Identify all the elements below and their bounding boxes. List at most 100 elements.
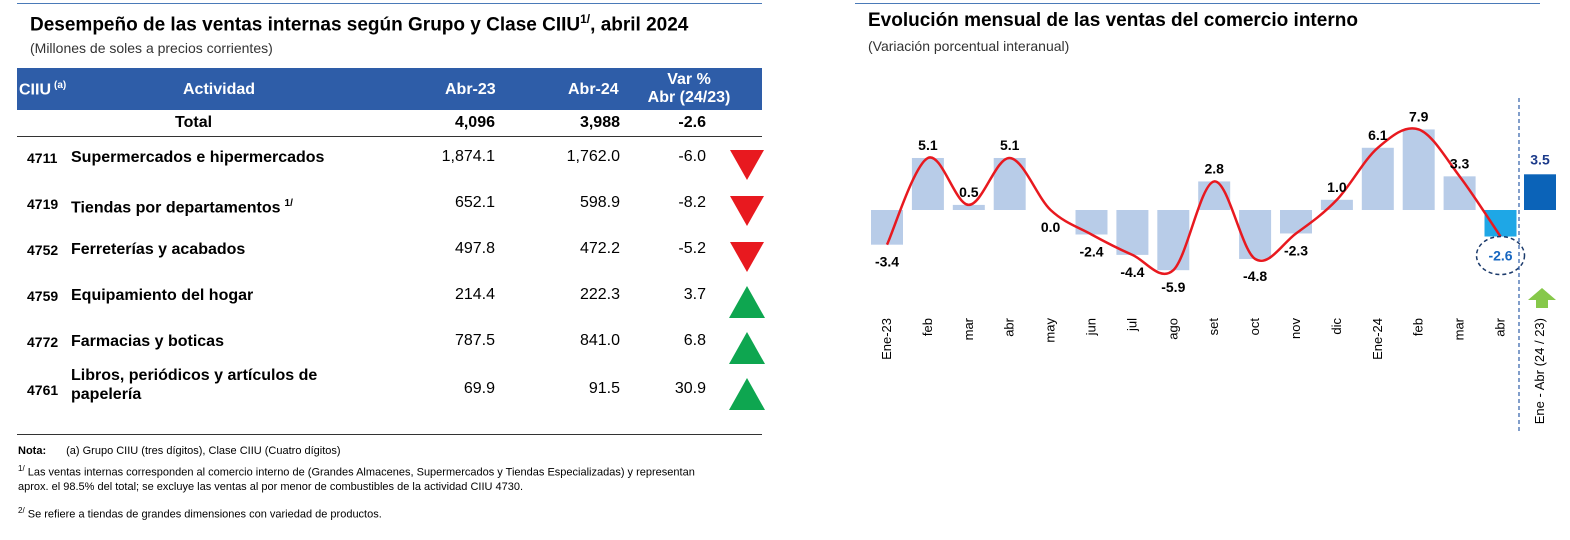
tick-label: oct	[1247, 318, 1262, 336]
bar	[1239, 210, 1272, 259]
chart-title: Evolución mensual de las ventas del come…	[868, 10, 1358, 31]
data-label: 1.0	[1327, 179, 1347, 195]
row-activity: Farmacias y boticas	[71, 333, 224, 350]
bar	[1157, 210, 1190, 271]
row-activity: Ferreterías y acabados	[71, 241, 246, 258]
tick-label: feb	[920, 318, 935, 336]
tick-label: dic	[1329, 318, 1344, 335]
data-label: -2.6	[1488, 248, 1512, 264]
row-activity: Equipamiento del hogar	[71, 287, 254, 304]
row-abr23: 652.1	[454, 194, 495, 211]
tick-label: nov	[1288, 318, 1303, 339]
tick-label: abr	[1002, 317, 1017, 336]
trend-line	[885, 127, 1502, 276]
row-activity: Tiendas por departamentos 1/	[71, 198, 293, 217]
bar	[1075, 210, 1108, 235]
row-var: 30.9	[674, 380, 706, 397]
tick-label: jun	[1084, 318, 1099, 336]
row-activity: Libros, periódicos y artículos de papeler…	[71, 367, 318, 403]
tick-label: feb	[1411, 318, 1426, 336]
row-var: 3.7	[683, 286, 706, 303]
row-abr24: 472.2	[579, 240, 620, 257]
row-abr24: 1,762.0	[566, 148, 620, 165]
table-title: Desempeño de las ventas internas según G…	[30, 12, 689, 36]
table-row: 4752 Ferreterías y acabados 497.8 472.2 -5.2	[17, 230, 764, 274]
row-var: -8.2	[678, 194, 706, 211]
table-row: 4761 Libros, periódicos y artículos de pap…	[17, 367, 765, 412]
tick-label: mar	[1452, 317, 1467, 340]
table-subtitle: (Millones de soles a precios corrientes)	[30, 40, 273, 56]
row-code: 4711	[27, 150, 58, 166]
row-abr24: 222.3	[579, 286, 620, 303]
data-label: 6.1	[1368, 127, 1388, 143]
row-code: 4752	[27, 242, 59, 258]
table-header: CIIU (a) Actividad Abr-23 Abr-24 Var % Ab…	[17, 68, 762, 110]
tick-label: mar	[961, 317, 976, 340]
highlight-circle	[1475, 235, 1526, 276]
cumulative-bar	[1524, 174, 1556, 210]
table-row: 4711 Supermercados e hipermercados 1,874.1…	[17, 138, 764, 182]
row-code: 4772	[27, 334, 59, 350]
row-abr23: 497.8	[454, 240, 495, 257]
total-abr24: 3,988	[579, 114, 620, 131]
tick-label: ago	[1165, 318, 1180, 340]
row-abr23: 1,874.1	[441, 148, 495, 165]
bar	[952, 204, 985, 210]
data-label: -4.8	[1243, 268, 1267, 284]
cumulative-tick-label: Ene - Abr (24 / 23)	[1532, 318, 1547, 424]
row-code: 4761	[27, 382, 59, 398]
tick-label: Ene-23	[879, 318, 894, 360]
down-triangle-icon	[730, 150, 764, 180]
table-row: 4772 Farmacias y boticas 787.5 841.0 6.8	[17, 322, 765, 366]
down-triangle-icon	[730, 242, 764, 272]
row-var: -5.2	[678, 240, 706, 257]
note-3: 2/ Se refiere a tiendas de grandes dimen…	[18, 506, 382, 521]
header-abr23: Abr-23	[445, 81, 496, 98]
up-triangle-icon	[729, 332, 765, 364]
data-label: -5.9	[1161, 279, 1185, 295]
note-1: Nota: (a) Grupo CIIU (tres dígitos), Clas…	[18, 445, 341, 457]
row-abr23: 787.5	[454, 332, 495, 349]
data-label: 0.5	[959, 184, 979, 200]
tick-label: jul	[1124, 318, 1139, 332]
table-panel: Desempeño de las ventas internas según G…	[0, 0, 770, 540]
header-ciiu: CIIU (a)	[19, 80, 67, 99]
row-abr23: 69.9	[463, 380, 495, 397]
data-label: -4.4	[1120, 264, 1144, 280]
total-row: Total 4,096 3,988 -2.6	[17, 110, 762, 137]
up-triangle-icon	[729, 378, 765, 410]
header-actividad: Actividad	[183, 81, 256, 98]
data-label: -3.4	[875, 254, 899, 270]
up-triangle-icon	[729, 286, 765, 318]
title-rule	[17, 3, 762, 4]
tick-label: abr	[1493, 317, 1508, 336]
row-code: 4759	[27, 288, 59, 304]
header-abr24: Abr-24	[568, 81, 619, 98]
row-abr24: 91.5	[588, 380, 620, 397]
data-label: 5.1	[1000, 137, 1020, 153]
table-bottom-rule	[17, 434, 762, 435]
row-var: 6.8	[683, 332, 706, 349]
up-arrow-icon	[1528, 288, 1556, 308]
bar	[1280, 210, 1312, 234]
row-var: -6.0	[678, 148, 706, 165]
data-label: -2.3	[1284, 242, 1308, 258]
row-abr24: 841.0	[579, 332, 620, 349]
data-label: 3.3	[1450, 155, 1470, 171]
chart-title-rule	[855, 3, 1540, 4]
data-label: -2.4	[1079, 243, 1103, 259]
row-abr23: 214.4	[454, 286, 495, 303]
total-abr23: 4,096	[454, 114, 495, 131]
bar	[911, 157, 944, 210]
table-row: 4719 Tiendas por departamentos 1/652.1 598.…	[17, 184, 764, 228]
down-triangle-icon	[730, 196, 764, 226]
bar	[1402, 129, 1435, 210]
data-label: 0.0	[1041, 219, 1061, 235]
bar	[1361, 147, 1394, 210]
bar	[1320, 199, 1353, 210]
row-code: 4719	[27, 196, 59, 212]
tick-label: set	[1206, 318, 1221, 336]
data-label: 7.9	[1409, 108, 1429, 124]
table-row: 4759 Equipamiento del hogar 214.4 222.3 3.7	[17, 276, 765, 320]
